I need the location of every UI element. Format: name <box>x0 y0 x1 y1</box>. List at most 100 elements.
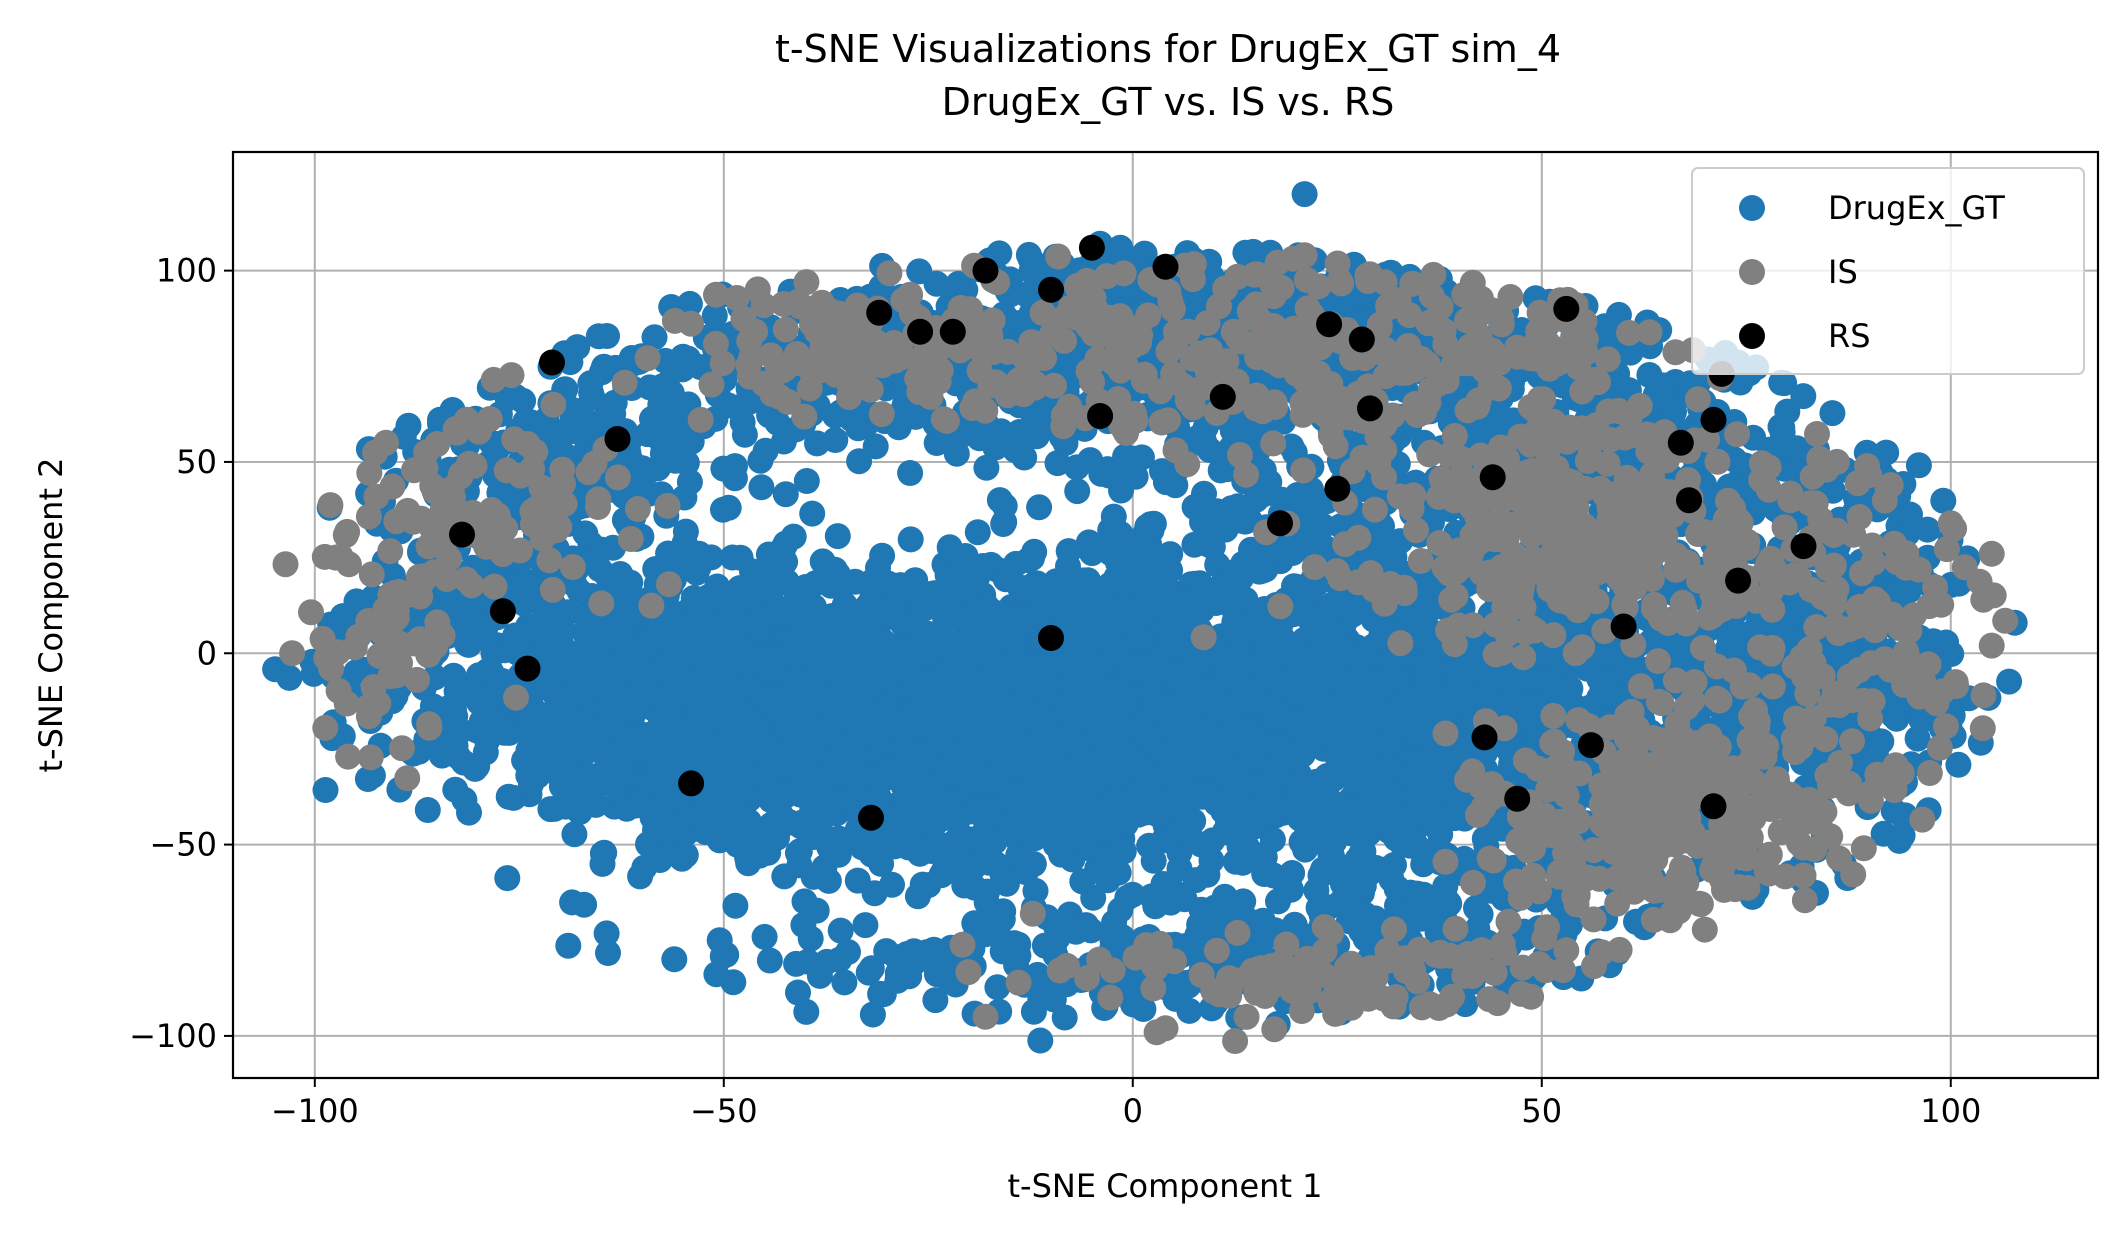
scatter-point <box>814 801 841 828</box>
scatter-point <box>1229 849 1256 876</box>
scatter-point <box>964 555 991 582</box>
scatter-point <box>693 666 720 693</box>
scatter-point <box>655 540 682 567</box>
scatter-point <box>943 827 970 854</box>
scatter-point <box>701 767 728 793</box>
scatter-point <box>831 734 857 761</box>
scatter-point <box>1996 668 2023 695</box>
scatter-point <box>1055 538 1082 565</box>
scatter-point <box>1110 838 1137 865</box>
scatter-point <box>1087 578 1114 605</box>
scatter-point <box>990 511 1017 537</box>
scatter-point <box>1083 603 1110 630</box>
scatter-point <box>573 772 600 799</box>
scatter-point <box>1112 811 1139 838</box>
scatter-point <box>1354 784 1380 810</box>
scatter-point <box>1304 660 1331 687</box>
scatter-point <box>445 743 472 770</box>
scatter-point <box>637 682 664 709</box>
scatter-point <box>548 773 575 800</box>
scatter-point <box>648 721 675 748</box>
scatter-point <box>707 615 734 642</box>
scatter-point <box>1334 705 1361 732</box>
scatter-point <box>951 696 978 723</box>
scatter-point <box>1945 751 1972 778</box>
scatter-point <box>631 854 658 881</box>
scatter-point <box>1402 798 1429 825</box>
scatter-point <box>849 834 876 861</box>
scatter-point <box>858 568 885 595</box>
scatter-point <box>955 621 982 648</box>
scatter-point <box>312 777 339 803</box>
scatter-point <box>764 824 790 851</box>
scatter-point <box>734 586 761 613</box>
scatter-point <box>1504 665 1531 692</box>
scatter-point <box>1017 733 1044 760</box>
scatter-point <box>521 758 548 785</box>
scatter-point <box>1238 745 1265 772</box>
scatter-point <box>993 870 1020 897</box>
scatter-point <box>541 738 568 765</box>
scatter-point <box>1718 620 1745 647</box>
scatter-point <box>591 839 618 866</box>
scatter-point <box>1536 669 1563 696</box>
scatter-point <box>1595 679 1622 705</box>
scatter-point <box>1319 804 1346 831</box>
scatter-point <box>543 609 570 635</box>
scatter-point <box>1292 836 1319 863</box>
scatter-point <box>447 717 474 744</box>
scatter-point <box>1083 755 1110 781</box>
scatter-point <box>928 728 955 755</box>
scatter-point <box>956 749 983 775</box>
scatter-point <box>834 683 861 710</box>
scatter-point <box>1122 445 1149 472</box>
scatter-point <box>1137 723 1164 750</box>
scatter-point <box>1098 638 1125 665</box>
scatter-point <box>936 534 963 561</box>
scatter-point <box>1670 645 1697 672</box>
scatter-point <box>1113 685 1140 712</box>
scatter-point <box>494 865 521 892</box>
scatter-point <box>472 739 499 766</box>
scatter-point <box>905 750 932 777</box>
scatter-point <box>933 573 960 600</box>
scatter-point <box>1176 588 1203 615</box>
scatter-point <box>672 518 699 545</box>
scatter-point <box>987 601 1014 628</box>
scatter-point <box>1376 786 1402 813</box>
scatter-point <box>974 767 1001 794</box>
scatter-point <box>1024 570 1051 597</box>
chart-subtitle: DrugEx_GT vs. IS vs. RS <box>942 80 1395 124</box>
scatter-point <box>996 781 1023 808</box>
scatter-point <box>565 680 592 707</box>
scatter-point <box>1227 507 1254 534</box>
scatter-point <box>1301 521 1328 548</box>
scatter-point <box>624 790 651 817</box>
scatter-point <box>664 814 690 841</box>
scatter-point <box>683 746 710 772</box>
scatter-point <box>1069 868 1096 895</box>
scatter-point <box>606 688 633 715</box>
scatter-point <box>561 821 588 848</box>
scatter-point <box>719 544 746 571</box>
scatter-point <box>793 468 820 494</box>
scatter-point <box>772 548 799 575</box>
scatter-point <box>1318 842 1345 869</box>
scatter-point <box>571 640 598 667</box>
scatter-point <box>812 641 838 668</box>
scatter-point <box>750 558 777 585</box>
scatter-point <box>478 659 505 685</box>
scatter-point <box>1259 826 1286 853</box>
scatter-point <box>1344 847 1371 873</box>
scatter-point <box>761 684 788 710</box>
scatter-point <box>1107 520 1134 547</box>
scatter-point <box>1342 764 1369 791</box>
scatter-point <box>262 656 289 683</box>
scatter-point <box>452 624 479 651</box>
scatter-point <box>791 747 817 774</box>
scatter-point <box>999 620 1026 647</box>
scatter-point <box>926 786 953 813</box>
scatter-point <box>1920 628 1947 655</box>
scatter-point <box>777 643 804 670</box>
scatter-point <box>685 554 712 581</box>
